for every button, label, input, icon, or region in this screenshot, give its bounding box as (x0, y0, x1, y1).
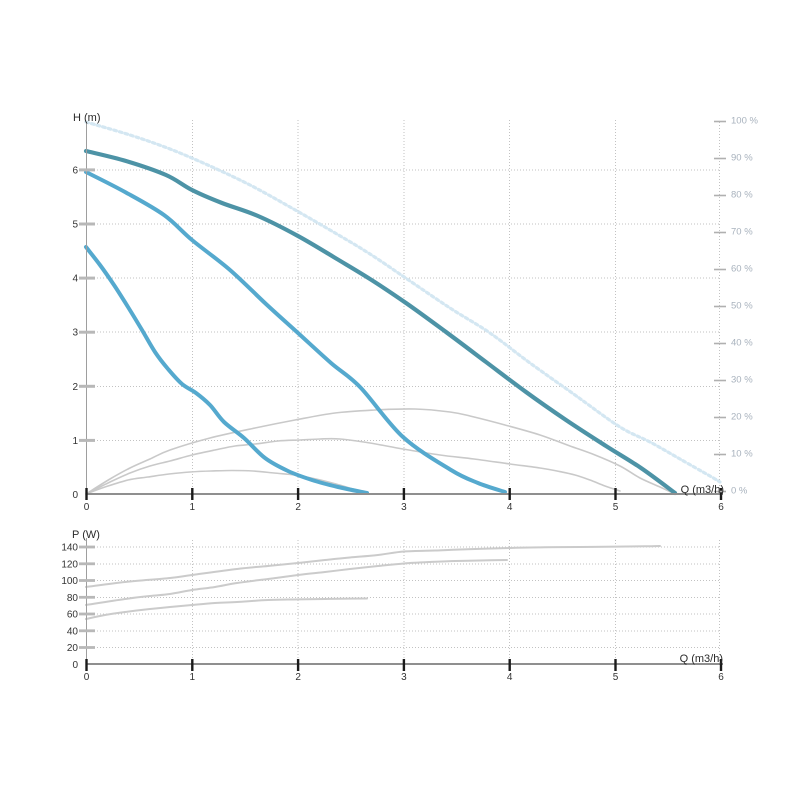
svg-text:5: 5 (72, 220, 78, 231)
svg-text:20: 20 (67, 643, 79, 654)
svg-text:6: 6 (718, 502, 724, 513)
svg-text:50 %: 50 % (731, 301, 753, 312)
svg-text:40: 40 (67, 626, 79, 637)
svg-text:60 %: 60 % (731, 264, 753, 275)
svg-text:2: 2 (295, 502, 301, 513)
svg-text:6: 6 (718, 672, 724, 683)
svg-text:1: 1 (72, 436, 78, 447)
svg-text:0: 0 (84, 672, 90, 683)
svg-text:0: 0 (72, 660, 78, 671)
svg-text:80: 80 (67, 593, 79, 604)
svg-text:P (W): P (W) (72, 529, 100, 541)
svg-text:90 %: 90 % (731, 153, 753, 164)
svg-text:3: 3 (72, 328, 78, 339)
svg-text:100 %: 100 % (731, 116, 758, 127)
svg-text:2: 2 (72, 382, 78, 393)
svg-text:2: 2 (295, 672, 301, 683)
svg-text:0 %: 0 % (731, 486, 748, 497)
svg-text:100: 100 (61, 576, 78, 587)
svg-text:5: 5 (613, 672, 619, 683)
svg-text:1: 1 (190, 672, 196, 683)
svg-text:6: 6 (72, 165, 78, 176)
svg-text:140: 140 (61, 542, 78, 553)
svg-text:Q (m3/h): Q (m3/h) (680, 653, 723, 665)
svg-text:80 %: 80 % (731, 190, 753, 201)
svg-text:40 %: 40 % (731, 338, 753, 349)
svg-text:1: 1 (190, 502, 196, 513)
svg-text:120: 120 (61, 559, 78, 570)
svg-text:10 %: 10 % (731, 449, 753, 460)
svg-text:4: 4 (507, 672, 513, 683)
svg-text:0: 0 (84, 502, 90, 513)
svg-text:H (m): H (m) (73, 112, 101, 124)
svg-text:3: 3 (401, 502, 407, 513)
svg-text:Q (m3/h): Q (m3/h) (681, 484, 724, 496)
svg-text:60: 60 (67, 610, 79, 621)
svg-text:30 %: 30 % (731, 375, 753, 386)
svg-text:4: 4 (72, 274, 78, 285)
svg-text:3: 3 (401, 672, 407, 683)
svg-text:70 %: 70 % (731, 227, 753, 238)
svg-text:0: 0 (72, 490, 78, 501)
svg-text:4: 4 (507, 502, 513, 513)
svg-text:5: 5 (613, 502, 619, 513)
svg-text:20 %: 20 % (731, 412, 753, 423)
